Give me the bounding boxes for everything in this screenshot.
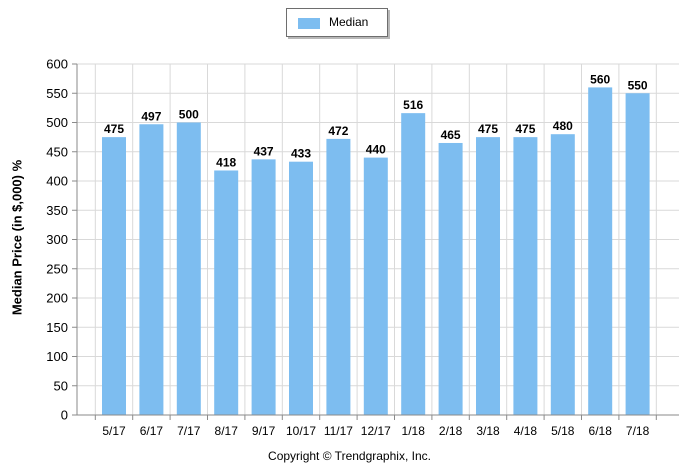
y-tick-label: 0 <box>61 408 68 423</box>
x-tick-label: 5/18 <box>551 424 575 438</box>
y-tick-label: 600 <box>46 57 68 72</box>
y-tick-label: 500 <box>46 115 68 130</box>
legend: Median <box>286 8 388 37</box>
y-tick-label: 350 <box>46 203 68 218</box>
bar-12-17 <box>363 157 388 415</box>
legend-swatch <box>298 18 320 29</box>
y-tick-label: 450 <box>46 144 68 159</box>
x-tick-label: 6/17 <box>140 424 164 438</box>
y-tick-label: 200 <box>46 291 68 306</box>
y-tick-label: 400 <box>46 174 68 189</box>
bar-5-17 <box>102 137 126 415</box>
y-axis-label: Median Price (in $,000) % <box>9 159 25 316</box>
value-label: 433 <box>291 147 311 161</box>
x-tick-labels: 5/17 6/17 7/17 8/17 9/17 10/17 11/17 12/17 1/18 2… <box>102 424 649 438</box>
bar-7-18 <box>625 93 650 415</box>
bar-11-17 <box>326 138 351 415</box>
value-label: 500 <box>179 108 199 122</box>
x-tick-label: 7/17 <box>177 424 201 438</box>
value-label: 475 <box>478 122 498 136</box>
bar-3-18 <box>476 137 500 415</box>
bar-6-17 <box>139 124 164 415</box>
x-tick-label: 6/18 <box>589 424 613 438</box>
y-tick-label: 550 <box>46 86 68 101</box>
bar-6-18 <box>588 87 613 416</box>
value-label: 475 <box>104 122 124 136</box>
bar-8-17 <box>214 170 239 415</box>
x-tick-label: 7/18 <box>626 424 650 438</box>
y-tick-label: 250 <box>46 261 68 276</box>
x-tick-label: 5/17 <box>102 424 126 438</box>
x-tick-label: 12/17 <box>361 424 391 438</box>
value-label: 472 <box>328 124 348 138</box>
value-label: 560 <box>590 72 610 86</box>
bar-5-18 <box>550 134 575 415</box>
x-tick-label: 2/18 <box>439 424 463 438</box>
value-label: 440 <box>366 143 386 157</box>
y-tick-label: 100 <box>46 349 68 364</box>
value-label: 497 <box>141 109 161 123</box>
bar-4-18 <box>513 137 538 415</box>
value-label: 550 <box>628 78 648 92</box>
bar-7-17 <box>176 122 201 415</box>
y-tick-labels: 0 50 100 150 200 250 300 350 400 450 500 550 600 <box>46 57 68 423</box>
bar-1-18 <box>401 113 426 415</box>
value-label: 516 <box>403 98 423 112</box>
y-tick-label: 150 <box>46 320 68 335</box>
y-tick-label: 300 <box>46 232 68 247</box>
bar-2-18 <box>438 142 463 415</box>
x-tick-label: 1/18 <box>402 424 426 438</box>
value-label: 418 <box>216 155 236 169</box>
bar-10-17 <box>289 161 313 415</box>
bar-9-17 <box>251 159 276 415</box>
axes <box>72 63 679 420</box>
x-tick-label: 8/17 <box>215 424 239 438</box>
copyright-text: Copyright © Trendgraphix, Inc. <box>268 449 431 463</box>
x-tick-label: 11/17 <box>324 424 353 438</box>
x-tick-label: 10/17 <box>286 424 316 438</box>
x-tick-label: 4/18 <box>514 424 538 438</box>
y-tick-label: 50 <box>54 378 68 393</box>
x-tick-label: 9/17 <box>252 424 276 438</box>
bars <box>102 87 650 416</box>
x-tick-label: 3/18 <box>476 424 500 438</box>
value-labels: 475 497 500 418 437 433 472 440 516 465 475 475 480 5… <box>104 72 648 169</box>
value-label: 480 <box>553 119 573 133</box>
legend-label: Median <box>329 15 369 29</box>
value-label: 465 <box>441 128 461 142</box>
value-label: 475 <box>515 122 535 136</box>
value-label: 437 <box>254 144 274 158</box>
